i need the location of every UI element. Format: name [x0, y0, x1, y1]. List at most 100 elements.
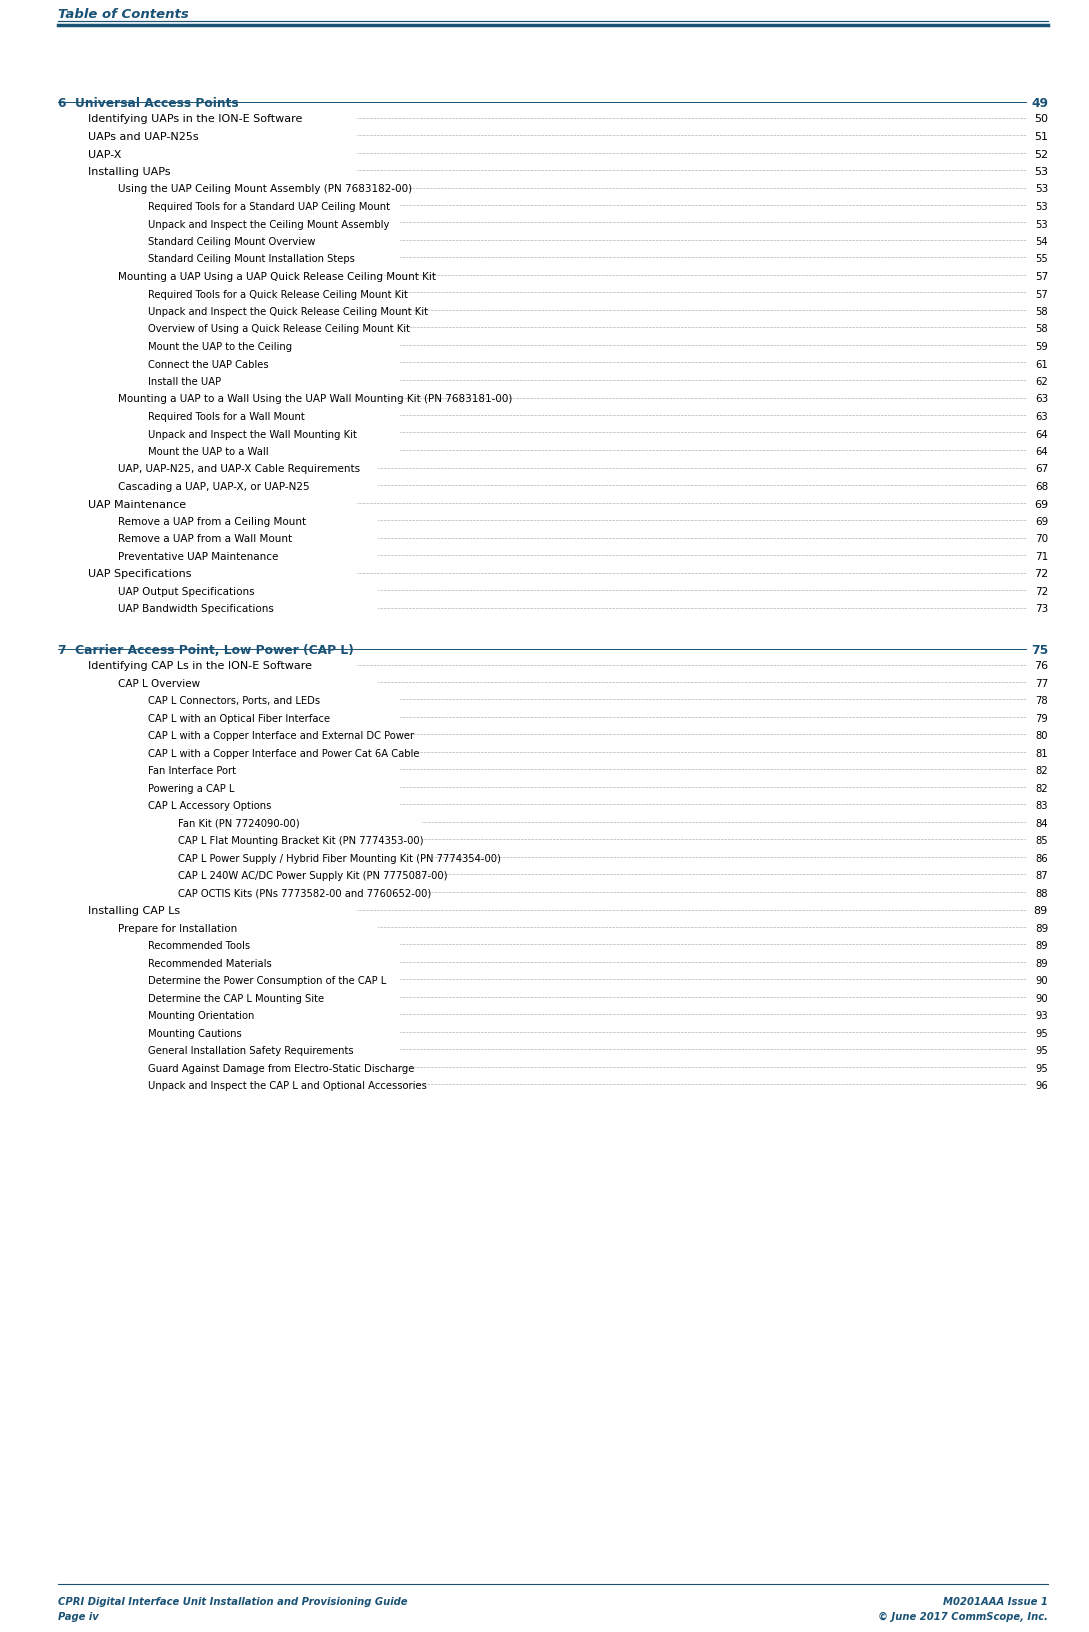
- Text: Fan Kit (PN 7724090-00): Fan Kit (PN 7724090-00): [178, 819, 299, 829]
- Text: 53: 53: [1035, 184, 1048, 194]
- Text: Install the UAP: Install the UAP: [148, 377, 221, 387]
- Text: 95: 95: [1036, 1028, 1048, 1038]
- Text: CAP L with a Copper Interface and External DC Power: CAP L with a Copper Interface and Extern…: [148, 731, 414, 741]
- Text: CAP OCTIS Kits (PNs 7773582-00 and 7760652-00): CAP OCTIS Kits (PNs 7773582-00 and 77606…: [178, 888, 431, 899]
- Text: CAP L with an Optical Fiber Interface: CAP L with an Optical Fiber Interface: [148, 713, 330, 723]
- Text: 7  Carrier Access Point, Low Power (CAP L): 7 Carrier Access Point, Low Power (CAP L…: [58, 643, 354, 656]
- Text: 78: 78: [1036, 697, 1048, 707]
- Text: 79: 79: [1036, 713, 1048, 723]
- Text: CAP L Power Supply / Hybrid Fiber Mounting Kit (PN 7774354-00): CAP L Power Supply / Hybrid Fiber Mounti…: [178, 854, 501, 863]
- Text: © June 2017 CommScope, Inc.: © June 2017 CommScope, Inc.: [878, 1611, 1048, 1621]
- Text: 85: 85: [1036, 836, 1048, 845]
- Text: Overview of Using a Quick Release Ceiling Mount Kit: Overview of Using a Quick Release Ceilin…: [148, 325, 409, 335]
- Text: CAP L Overview: CAP L Overview: [118, 679, 200, 689]
- Text: 54: 54: [1036, 237, 1048, 246]
- Text: 55: 55: [1036, 255, 1048, 264]
- Text: Required Tools for a Standard UAP Ceiling Mount: Required Tools for a Standard UAP Ceilin…: [148, 202, 390, 212]
- Text: UAP Specifications: UAP Specifications: [88, 570, 192, 579]
- Text: 51: 51: [1033, 132, 1048, 142]
- Text: Connect the UAP Cables: Connect the UAP Cables: [148, 359, 269, 369]
- Text: 50: 50: [1033, 114, 1048, 124]
- Text: 59: 59: [1036, 341, 1048, 353]
- Text: Installing CAP Ls: Installing CAP Ls: [88, 906, 180, 916]
- Text: Unpack and Inspect the CAP L and Optional Accessories: Unpack and Inspect the CAP L and Optiona…: [148, 1080, 427, 1090]
- Text: Table of Contents: Table of Contents: [58, 8, 188, 21]
- Text: Recommended Tools: Recommended Tools: [148, 942, 250, 951]
- Text: CAP L 240W AC/DC Power Supply Kit (PN 7775087-00): CAP L 240W AC/DC Power Supply Kit (PN 77…: [178, 871, 448, 881]
- Text: 89: 89: [1033, 906, 1048, 916]
- Text: 81: 81: [1036, 749, 1048, 759]
- Text: Standard Ceiling Mount Overview: Standard Ceiling Mount Overview: [148, 237, 316, 246]
- Text: 61: 61: [1036, 359, 1048, 369]
- Text: 69: 69: [1033, 499, 1048, 509]
- Text: 52: 52: [1033, 150, 1048, 160]
- Text: 64: 64: [1036, 429, 1048, 439]
- Text: Mounting Orientation: Mounting Orientation: [148, 1010, 255, 1022]
- Text: UAP Maintenance: UAP Maintenance: [88, 499, 186, 509]
- Text: 58: 58: [1036, 325, 1048, 335]
- Text: Powering a CAP L: Powering a CAP L: [148, 783, 234, 793]
- Text: 49: 49: [1031, 96, 1048, 109]
- Text: Mount the UAP to a Wall: Mount the UAP to a Wall: [148, 447, 269, 457]
- Text: Recommended Materials: Recommended Materials: [148, 958, 272, 968]
- Text: 68: 68: [1035, 481, 1048, 491]
- Text: CAP L Flat Mounting Bracket Kit (PN 7774353-00): CAP L Flat Mounting Bracket Kit (PN 7774…: [178, 836, 424, 845]
- Text: 93: 93: [1036, 1010, 1048, 1022]
- Text: Unpack and Inspect the Ceiling Mount Assembly: Unpack and Inspect the Ceiling Mount Ass…: [148, 219, 390, 230]
- Text: Mounting Cautions: Mounting Cautions: [148, 1028, 242, 1038]
- Text: Prepare for Installation: Prepare for Installation: [118, 924, 237, 934]
- Text: 96: 96: [1036, 1080, 1048, 1090]
- Text: 80: 80: [1036, 731, 1048, 741]
- Text: 90: 90: [1036, 994, 1048, 1004]
- Text: 69: 69: [1035, 517, 1048, 527]
- Text: Identifying CAP Ls in the ION-E Software: Identifying CAP Ls in the ION-E Software: [88, 661, 313, 671]
- Text: 71: 71: [1035, 552, 1048, 561]
- Text: Determine the Power Consumption of the CAP L: Determine the Power Consumption of the C…: [148, 976, 387, 986]
- Text: Required Tools for a Quick Release Ceiling Mount Kit: Required Tools for a Quick Release Ceili…: [148, 289, 408, 299]
- Text: Required Tools for a Wall Mount: Required Tools for a Wall Mount: [148, 411, 305, 421]
- Text: 62: 62: [1036, 377, 1048, 387]
- Text: 95: 95: [1036, 1064, 1048, 1074]
- Text: Determine the CAP L Mounting Site: Determine the CAP L Mounting Site: [148, 994, 325, 1004]
- Text: 88: 88: [1036, 888, 1048, 899]
- Text: Installing UAPs: Installing UAPs: [88, 166, 171, 176]
- Text: 82: 82: [1036, 783, 1048, 793]
- Text: Cascading a UAP, UAP-X, or UAP-N25: Cascading a UAP, UAP-X, or UAP-N25: [118, 481, 309, 491]
- Text: 58: 58: [1036, 307, 1048, 317]
- Text: 63: 63: [1035, 395, 1048, 405]
- Text: CAP L Connectors, Ports, and LEDs: CAP L Connectors, Ports, and LEDs: [148, 697, 320, 707]
- Text: Remove a UAP from a Ceiling Mount: Remove a UAP from a Ceiling Mount: [118, 517, 306, 527]
- Text: CAP L Accessory Options: CAP L Accessory Options: [148, 801, 271, 811]
- Text: 70: 70: [1035, 534, 1048, 543]
- Text: 63: 63: [1036, 411, 1048, 421]
- Text: 6  Universal Access Points: 6 Universal Access Points: [58, 96, 238, 109]
- Text: 77: 77: [1035, 679, 1048, 689]
- Text: 53: 53: [1036, 202, 1048, 212]
- Text: 76: 76: [1033, 661, 1048, 671]
- Text: 53: 53: [1033, 166, 1048, 176]
- Text: Unpack and Inspect the Quick Release Ceiling Mount Kit: Unpack and Inspect the Quick Release Cei…: [148, 307, 428, 317]
- Text: 57: 57: [1035, 273, 1048, 282]
- Text: 84: 84: [1036, 819, 1048, 829]
- Text: 90: 90: [1036, 976, 1048, 986]
- Text: CAP L with a Copper Interface and Power Cat 6A Cable: CAP L with a Copper Interface and Power …: [148, 749, 419, 759]
- Text: UAP-X: UAP-X: [88, 150, 121, 160]
- Text: UAP, UAP-N25, and UAP-X Cable Requirements: UAP, UAP-N25, and UAP-X Cable Requiremen…: [118, 463, 360, 475]
- Text: 67: 67: [1035, 463, 1048, 475]
- Text: UAPs and UAP-N25s: UAPs and UAP-N25s: [88, 132, 198, 142]
- Text: 72: 72: [1035, 586, 1048, 597]
- Text: 73: 73: [1035, 604, 1048, 614]
- Text: Unpack and Inspect the Wall Mounting Kit: Unpack and Inspect the Wall Mounting Kit: [148, 429, 357, 439]
- Text: Mounting a UAP to a Wall Using the UAP Wall Mounting Kit (PN 7683181-00): Mounting a UAP to a Wall Using the UAP W…: [118, 395, 513, 405]
- Text: Fan Interface Port: Fan Interface Port: [148, 765, 236, 777]
- Text: Using the UAP Ceiling Mount Assembly (PN 7683182-00): Using the UAP Ceiling Mount Assembly (PN…: [118, 184, 412, 194]
- Text: 57: 57: [1036, 289, 1048, 299]
- Text: 89: 89: [1036, 942, 1048, 951]
- Text: 53: 53: [1036, 219, 1048, 230]
- Text: 95: 95: [1036, 1046, 1048, 1056]
- Text: M0201AAA Issue 1: M0201AAA Issue 1: [943, 1596, 1048, 1606]
- Text: Page iv: Page iv: [58, 1611, 99, 1621]
- Text: Guard Against Damage from Electro-Static Discharge: Guard Against Damage from Electro-Static…: [148, 1064, 415, 1074]
- Text: 83: 83: [1036, 801, 1048, 811]
- Text: CPRI Digital Interface Unit Installation and Provisioning Guide: CPRI Digital Interface Unit Installation…: [58, 1596, 407, 1606]
